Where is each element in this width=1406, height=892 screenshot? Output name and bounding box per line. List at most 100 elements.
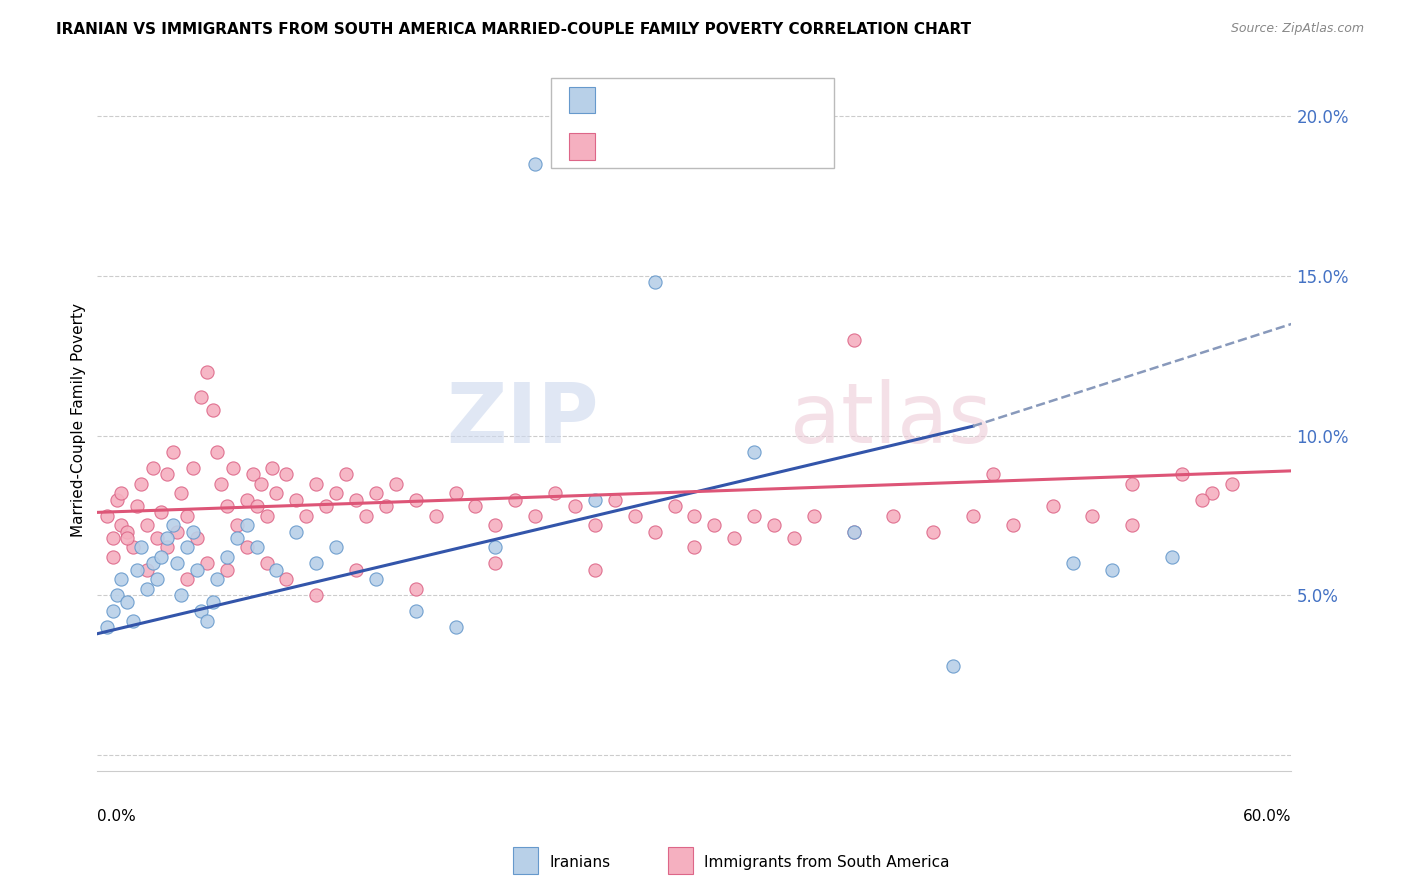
Text: IRANIAN VS IMMIGRANTS FROM SOUTH AMERICA MARRIED-COUPLE FAMILY POVERTY CORRELATI: IRANIAN VS IMMIGRANTS FROM SOUTH AMERICA… xyxy=(56,22,972,37)
Point xyxy=(266,563,288,577)
Point xyxy=(603,492,626,507)
Point xyxy=(122,541,145,555)
Point xyxy=(583,492,606,507)
Point xyxy=(176,508,198,523)
Point xyxy=(176,573,198,587)
Point xyxy=(96,508,118,523)
Point xyxy=(405,604,427,618)
Point xyxy=(103,604,125,618)
Text: R =: R = xyxy=(605,140,641,158)
Point xyxy=(245,541,267,555)
Point xyxy=(564,499,586,513)
Point xyxy=(276,573,298,587)
Point xyxy=(942,658,965,673)
Point xyxy=(127,563,149,577)
Point xyxy=(142,557,165,571)
Text: 0.0%: 0.0% xyxy=(97,809,136,824)
Point xyxy=(623,508,645,523)
Point xyxy=(842,524,865,539)
Point xyxy=(201,595,224,609)
Point xyxy=(644,524,666,539)
Point xyxy=(1201,486,1223,500)
Point xyxy=(256,557,278,571)
Point xyxy=(195,557,218,571)
Point xyxy=(127,499,149,513)
Point xyxy=(1101,563,1123,577)
Point xyxy=(783,531,806,545)
Point xyxy=(524,157,547,171)
Point xyxy=(1121,476,1143,491)
Point xyxy=(285,492,308,507)
Point xyxy=(96,620,118,634)
Point xyxy=(170,486,193,500)
Point xyxy=(1042,499,1064,513)
Point xyxy=(703,518,725,533)
Point xyxy=(186,563,208,577)
Point xyxy=(1001,518,1024,533)
Point xyxy=(295,508,318,523)
Point xyxy=(544,486,567,500)
Point xyxy=(115,531,138,545)
Point xyxy=(235,518,257,533)
Point xyxy=(922,524,945,539)
Point xyxy=(150,505,173,519)
Point xyxy=(136,518,159,533)
Point xyxy=(981,467,1004,481)
Point xyxy=(344,563,367,577)
Text: Immigrants from South America: Immigrants from South America xyxy=(704,855,950,870)
Point xyxy=(763,518,786,533)
Point xyxy=(215,550,238,565)
Point xyxy=(115,595,138,609)
Text: R =: R = xyxy=(605,94,641,112)
Text: 99: 99 xyxy=(742,140,766,158)
Point xyxy=(166,524,188,539)
Point xyxy=(266,486,288,500)
Point xyxy=(444,620,467,634)
Point xyxy=(205,444,228,458)
Point xyxy=(315,499,337,513)
Point xyxy=(683,541,706,555)
Point xyxy=(156,467,179,481)
Point xyxy=(1081,508,1104,523)
Point xyxy=(484,541,506,555)
Point xyxy=(1220,476,1243,491)
Point xyxy=(444,486,467,500)
Point xyxy=(150,550,173,565)
Point xyxy=(842,333,865,347)
Point xyxy=(136,582,159,596)
Point xyxy=(385,476,408,491)
Point xyxy=(146,531,169,545)
Text: Iranians: Iranians xyxy=(550,855,610,870)
Point xyxy=(305,557,328,571)
Point xyxy=(103,550,125,565)
Point xyxy=(129,541,152,555)
Point xyxy=(262,460,284,475)
Point xyxy=(215,499,238,513)
Text: 60.0%: 60.0% xyxy=(1243,809,1292,824)
Point xyxy=(335,467,357,481)
Point xyxy=(221,460,243,475)
Point xyxy=(583,518,606,533)
Point xyxy=(405,582,427,596)
Point xyxy=(122,614,145,628)
Point xyxy=(205,573,228,587)
Point xyxy=(344,492,367,507)
Point xyxy=(166,557,188,571)
Point xyxy=(664,499,686,513)
Point xyxy=(285,524,308,539)
Point xyxy=(195,365,218,379)
Text: Source: ZipAtlas.com: Source: ZipAtlas.com xyxy=(1230,22,1364,36)
Point xyxy=(1121,518,1143,533)
Point xyxy=(742,444,765,458)
Point xyxy=(215,563,238,577)
Point xyxy=(146,573,169,587)
Point xyxy=(364,573,387,587)
Point xyxy=(162,518,184,533)
Point xyxy=(723,531,745,545)
Point xyxy=(484,518,506,533)
Point xyxy=(176,541,198,555)
Point xyxy=(464,499,486,513)
Point xyxy=(105,492,128,507)
Point xyxy=(235,492,257,507)
Text: N =: N = xyxy=(689,94,741,112)
